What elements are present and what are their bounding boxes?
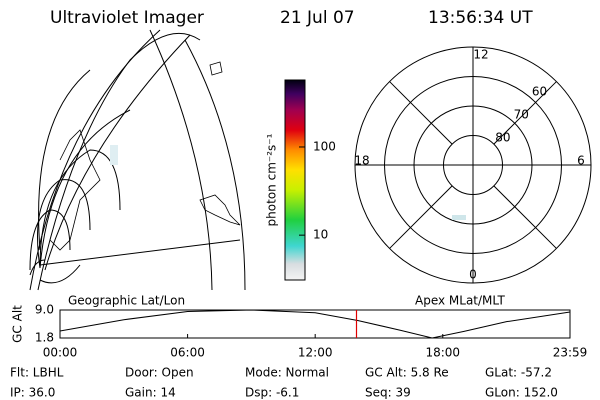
y-tick-label: 1.8 [35, 331, 54, 345]
lat-label: 70 [514, 107, 529, 121]
altitude-line [59, 309, 571, 339]
info-field: GC Alt: 5.8 Re [365, 366, 449, 380]
info-field: GLat: -57.2 [485, 366, 552, 380]
colorbar-ticks: 10 100 [299, 139, 336, 242]
instrument: Ultraviolet Imager [50, 8, 204, 28]
faint-emission [452, 215, 466, 220]
x-tick-label: 18:00 [425, 346, 460, 360]
info-field: Dsp: -6.1 [245, 386, 299, 400]
info-field: Door: Open [125, 366, 194, 380]
colorbar-label: photon cm⁻²s⁻¹ [265, 133, 279, 226]
info-field: Seq: 39 [365, 386, 411, 400]
diagonal [493, 81, 557, 145]
info-field: IP: 36.0 [10, 386, 55, 400]
x-tick-label: 06:00 [170, 346, 205, 360]
info-field: Flt: LBHL [10, 366, 64, 380]
colorbar-tick-label: 100 [313, 139, 336, 153]
mlt-label: 0 [469, 268, 477, 282]
mlt-label: 18 [354, 154, 369, 168]
info-field: Gain: 14 [125, 386, 176, 400]
mlt-label: 6 [577, 154, 585, 168]
diagonal [389, 81, 453, 145]
altitude-frame [59, 309, 571, 339]
lat-label: 80 [495, 130, 510, 144]
right-panel-title: Apex MLat/MLT [415, 294, 505, 308]
altitude-ylabel: GC Alt [11, 305, 25, 343]
faint-emission [110, 145, 118, 165]
left-panel-title: Geographic Lat/Lon [68, 294, 185, 308]
info-field: Mode: Normal [245, 366, 329, 380]
lat-label: 60 [532, 84, 547, 98]
info-panel: Flt: LBHL Door: Open Mode: Normal GC Alt: 5… [10, 366, 558, 400]
colorbar-tick-label: 10 [313, 228, 328, 242]
x-tick-label: 12:00 [298, 346, 333, 360]
geographic-map [29, 29, 246, 291]
y-tick-label: 9.0 [35, 303, 54, 317]
diagonal [493, 185, 557, 249]
x-tick-label: 00:00 [43, 346, 78, 360]
time: 13:56:34 UT [428, 8, 533, 28]
date: 21 Jul 07 [280, 8, 355, 28]
diagonal [389, 185, 453, 249]
colorbar [284, 79, 306, 281]
altitude-plot: 9.0 1.800:00 06:00 12:00 18:00 23:59 [35, 303, 587, 360]
info-field: GLon: 152.0 [485, 386, 558, 400]
x-tick-label: 23:59 [553, 346, 588, 360]
mlt-label: 12 [473, 48, 488, 62]
